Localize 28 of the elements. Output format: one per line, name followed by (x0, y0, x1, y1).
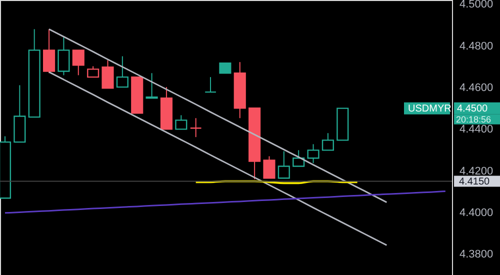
candlestick (116, 56, 128, 88)
y-tick-label: 4.4600 (460, 82, 494, 94)
text: 4.4500 (457, 103, 488, 114)
text: 20:18:56 (456, 114, 492, 124)
candlestick (146, 72, 158, 99)
y-tick-label: 4.4800 (460, 40, 494, 52)
candlestick (72, 50, 84, 76)
candlestick (322, 132, 334, 151)
candlestick (278, 150, 290, 179)
y-tick-label: 4.5000 (460, 0, 494, 11)
y-tick-label: 4.4000 (460, 207, 494, 219)
candlestick (204, 76, 217, 93)
candlestick (219, 62, 232, 74)
candlestick (58, 36, 70, 76)
ref-line-label: 4.4150 (459, 176, 490, 188)
candlestick (87, 66, 100, 78)
candlestick (43, 28, 56, 74)
line-series (4, 190, 446, 214)
line-series (48, 28, 388, 204)
candlestick (263, 156, 276, 179)
candlestick (190, 118, 202, 138)
y-tick-label: 4.4200 (460, 165, 494, 178)
y-tick-label: 4.3800 (460, 248, 494, 261)
candlestick (292, 150, 305, 167)
candlestick (102, 60, 114, 89)
candlestick (307, 144, 320, 164)
y-tick-label: 4.4400 (460, 124, 494, 136)
candlestick (175, 114, 188, 130)
